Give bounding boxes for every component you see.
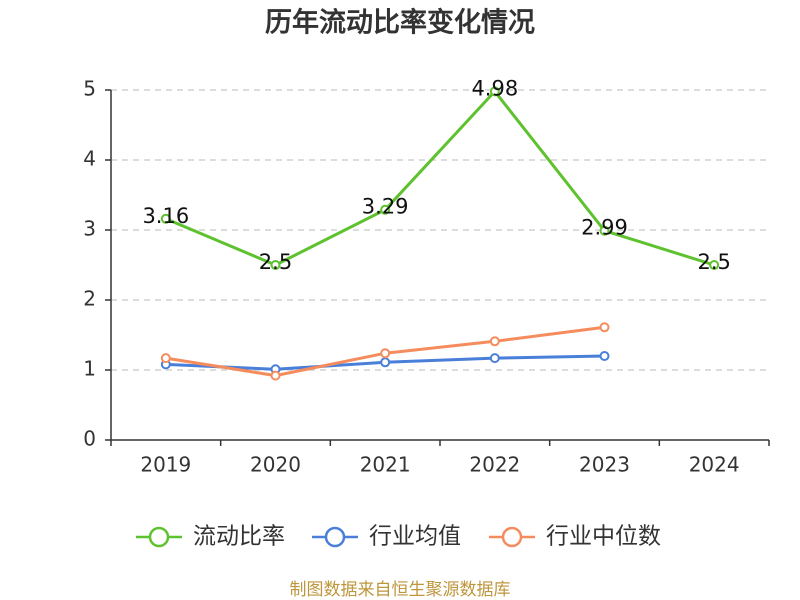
x-tick-label: 2021 bbox=[360, 453, 411, 477]
legend-line-marker-icon bbox=[312, 526, 358, 548]
industry-median-point bbox=[599, 322, 610, 333]
data-label: 3.16 bbox=[142, 204, 189, 228]
industry-median-series bbox=[160, 322, 610, 381]
x-tick-label: 2019 bbox=[140, 453, 191, 477]
industry-average-point bbox=[380, 357, 391, 368]
data-labels: 3.16 2.5 3.29 4.98 2.99 2.5 bbox=[142, 76, 730, 274]
y-tick-label: 3 bbox=[83, 217, 96, 241]
chart-title: 历年流动比率变化情况 bbox=[265, 7, 535, 39]
industry-median-point bbox=[489, 336, 500, 347]
legend-item-industry-median[interactable]: 行业中位数 bbox=[489, 524, 661, 550]
data-label: 2.5 bbox=[259, 250, 292, 274]
current-ratio-point bbox=[709, 260, 720, 270]
y-tick-label: 0 bbox=[83, 427, 96, 451]
x-tick-label: 2020 bbox=[250, 453, 301, 477]
x-axis: 2019 2020 2021 2022 2023 2024 bbox=[110, 439, 770, 477]
data-label: 3.29 bbox=[362, 195, 409, 219]
current-ratio-line bbox=[164, 89, 716, 267]
current-ratio-series bbox=[160, 86, 720, 270]
industry-median-point bbox=[380, 348, 391, 359]
x-tick-label: 2024 bbox=[689, 453, 740, 477]
current-ratio-point bbox=[160, 213, 171, 224]
legend-icon-marker bbox=[148, 526, 170, 548]
y-axis: 0 1 2 3 4 5 bbox=[83, 77, 112, 451]
industry-average-series bbox=[160, 351, 610, 375]
legend-item-industry-average[interactable]: 行业均值 bbox=[312, 524, 461, 550]
data-label: 4.98 bbox=[471, 76, 518, 100]
source-note: 制图数据来自恒生聚源数据库 bbox=[290, 580, 511, 600]
legend-icon-marker bbox=[324, 526, 346, 548]
y-tick-label: 2 bbox=[83, 287, 96, 311]
data-label: 2.99 bbox=[581, 216, 628, 240]
grid-lines bbox=[111, 89, 769, 371]
data-label: 2.5 bbox=[697, 250, 730, 274]
x-tick-label: 2023 bbox=[579, 453, 630, 477]
legend-label: 行业中位数 bbox=[546, 524, 661, 550]
current-ratio-point bbox=[270, 260, 281, 270]
legend-line-marker-icon bbox=[489, 526, 535, 548]
legend-icon-marker bbox=[501, 526, 523, 548]
x-tick-label: 2022 bbox=[469, 453, 520, 477]
current-ratio-point bbox=[380, 204, 391, 215]
series-layer bbox=[160, 86, 720, 381]
current-ratio-point bbox=[489, 86, 500, 97]
legend: 流动比率 行业均值 行业中位数 bbox=[136, 524, 661, 550]
y-tick-label: 5 bbox=[83, 77, 96, 101]
legend-label: 流动比率 bbox=[193, 524, 285, 550]
legend-label: 行业均值 bbox=[369, 524, 461, 550]
industry-median-point bbox=[270, 370, 281, 381]
y-tick-label: 4 bbox=[83, 147, 96, 171]
legend-item-current-ratio[interactable]: 流动比率 bbox=[136, 524, 285, 550]
y-tick-label: 1 bbox=[83, 357, 96, 381]
legend-line-marker-icon bbox=[136, 526, 182, 548]
industry-average-point bbox=[599, 351, 610, 361]
industry-median-point bbox=[160, 353, 171, 364]
industry-average-point bbox=[489, 353, 500, 364]
current-ratio-point bbox=[599, 225, 610, 236]
